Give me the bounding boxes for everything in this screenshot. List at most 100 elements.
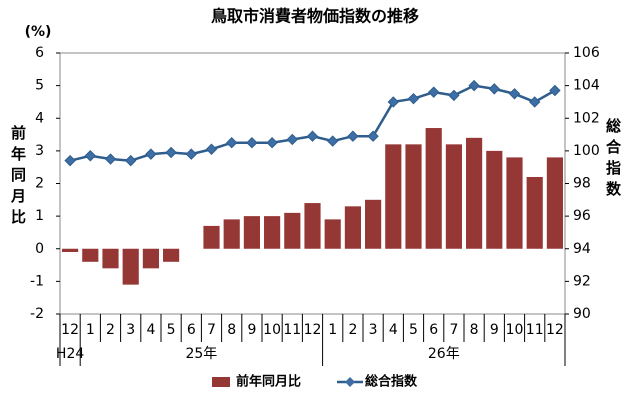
bar <box>385 144 402 249</box>
x-tick-label: 4 <box>389 322 398 338</box>
x-tick-label: 4 <box>146 322 155 338</box>
marker <box>549 84 561 97</box>
bar <box>405 144 422 249</box>
y-tick-label: 6 <box>35 45 44 61</box>
chart-title: 鳥取市消費者物価指数の推移 <box>211 7 419 26</box>
marker <box>488 83 501 95</box>
x-tick-label: 1 <box>328 322 337 338</box>
bar <box>203 225 220 249</box>
bar <box>466 137 483 249</box>
x-tick-label: 11 <box>526 322 544 338</box>
bar <box>223 219 240 249</box>
marker <box>205 143 218 155</box>
bar <box>344 206 361 249</box>
bar <box>445 144 462 249</box>
y2-tick-label: 90 <box>573 306 591 322</box>
bar <box>546 157 563 249</box>
year-label: H24 <box>56 346 84 362</box>
marker <box>225 137 238 149</box>
x-tick-label: 12 <box>546 322 564 338</box>
marker <box>145 148 157 160</box>
bar <box>324 219 341 249</box>
y2-tick-label: 104 <box>573 78 600 94</box>
marker <box>165 146 177 159</box>
x-tick-label: 5 <box>409 322 418 338</box>
x-tick-label: 6 <box>429 322 438 338</box>
x-tick-label: 10 <box>506 322 524 338</box>
y-tick-label: 2 <box>35 176 44 192</box>
y-tick-label: 4 <box>35 110 44 126</box>
y-tick-label: -1 <box>30 273 44 289</box>
legend-marker <box>345 377 356 387</box>
y-tick-label: 0 <box>35 241 44 257</box>
bar <box>304 203 321 249</box>
x-tick-label: 7 <box>207 322 216 338</box>
bar <box>425 128 442 249</box>
x-tick-label: 12 <box>304 322 322 338</box>
x-tick-label: 8 <box>227 322 236 338</box>
x-tick-label: 7 <box>449 322 458 338</box>
x-tick-label: 10 <box>263 322 281 338</box>
bar <box>163 248 180 262</box>
bar <box>122 248 139 285</box>
y2-tick-label: 96 <box>573 208 591 224</box>
x-tick-label: 8 <box>470 322 479 338</box>
legend-swatch <box>212 377 230 387</box>
marker <box>326 135 339 147</box>
marker <box>528 96 541 108</box>
marker <box>468 79 480 92</box>
y-axis-title: 前年同月比 <box>9 125 27 230</box>
marker <box>347 130 359 142</box>
marker <box>286 133 299 146</box>
marker <box>104 153 117 165</box>
x-tick-label: 2 <box>348 322 357 338</box>
legend-label: 総合指数 <box>365 374 418 390</box>
marker <box>266 137 278 149</box>
y2-tick-label: 100 <box>573 143 600 159</box>
y-tick-label: 1 <box>35 208 44 224</box>
x-tick-label: 3 <box>369 322 378 338</box>
marker <box>64 154 76 167</box>
marker <box>367 130 379 142</box>
bar <box>243 216 260 249</box>
y-tick-label: 3 <box>35 143 44 159</box>
bar <box>526 176 543 249</box>
y2-tick-label: 98 <box>573 176 591 192</box>
y2-tick-label: 102 <box>573 110 600 126</box>
bar <box>284 212 301 249</box>
bar <box>102 248 119 269</box>
x-tick-label: 11 <box>283 322 301 338</box>
y2-tick-label: 106 <box>573 45 600 61</box>
x-tick-label: 5 <box>167 322 176 338</box>
bar <box>506 157 523 249</box>
year-label: 26年 <box>428 346 460 362</box>
y2-axis-title: 総合指数 <box>604 118 622 202</box>
marker <box>427 86 440 98</box>
bar <box>365 199 382 249</box>
year-label: 25年 <box>185 346 217 362</box>
x-tick-label: 9 <box>247 322 256 338</box>
marker <box>246 137 258 149</box>
x-tick-label: 3 <box>126 322 135 338</box>
bar <box>142 248 159 269</box>
marker <box>306 130 319 142</box>
marker <box>387 96 400 108</box>
marker <box>185 148 198 160</box>
y2-tick-label: 92 <box>573 273 591 289</box>
bar <box>264 216 281 249</box>
bar <box>62 248 79 253</box>
marker <box>124 154 137 167</box>
y-unit-label: (%) <box>25 24 52 40</box>
x-tick-label: 9 <box>490 322 499 338</box>
bar <box>82 248 99 262</box>
x-tick-label: 12 <box>61 322 79 338</box>
y-tick-label: -2 <box>30 306 44 322</box>
legend-label: 前年同月比 <box>236 374 301 390</box>
marker <box>448 89 460 102</box>
y2-tick-label: 94 <box>573 241 591 257</box>
bar <box>486 150 503 249</box>
x-tick-label: 2 <box>106 322 115 338</box>
x-tick-label: 6 <box>187 322 196 338</box>
